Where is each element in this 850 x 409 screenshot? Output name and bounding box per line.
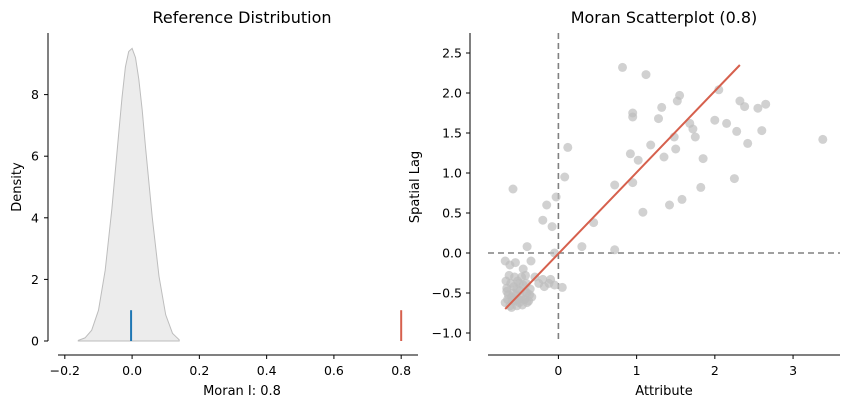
y-tick-label: 1.5 (442, 126, 462, 141)
scatter-point (677, 194, 687, 204)
y-tick-label: 0.0 (442, 246, 462, 261)
scatter-point (525, 290, 534, 300)
x-tick-label: 0.4 (257, 363, 277, 378)
scatter-point (818, 134, 828, 144)
regression-line (504, 64, 741, 310)
scatter-point (510, 258, 520, 268)
scatter-point (638, 207, 648, 217)
y-tick-label: −0.5 (432, 286, 462, 301)
y-tick-label: 8 (31, 87, 39, 102)
y-tick-label: 2.5 (442, 46, 462, 61)
x-tick-label: 3 (789, 363, 797, 378)
x-tick-label: 0.2 (189, 363, 209, 378)
reference-distribution-panel: Reference Distribution 0 2 4 6 8 −0.2 0.0 0.2 0… (10, 8, 418, 399)
scatter-point (618, 62, 627, 72)
right-chart-title: Moran Scatterplot (0.8) (571, 8, 758, 27)
scatter-point (628, 178, 638, 188)
scatter-point (732, 126, 742, 136)
scatter-point (688, 124, 698, 134)
x-tick-label: 0.6 (324, 363, 344, 378)
right-y-ticks: −1.0 −0.5 0.0 0.5 1.0 1.5 2.0 2.5 (432, 46, 470, 341)
density-curve-group (77, 47, 180, 342)
x-tick-label: 0.0 (122, 363, 142, 378)
scatter-point (557, 282, 567, 292)
scatter-point (671, 144, 681, 154)
scatter-point (675, 90, 685, 100)
scatter-point (610, 245, 620, 255)
right-x-ticks: 0 1 2 3 (554, 355, 797, 378)
scatter-point (512, 301, 522, 311)
scatter-point (633, 155, 643, 165)
scatter-point (743, 138, 753, 148)
scatter-point (563, 142, 573, 152)
y-tick-label: 2.0 (442, 86, 462, 101)
scatter-point (753, 103, 763, 113)
y-tick-label: 0 (31, 334, 39, 349)
x-tick-label: −0.2 (50, 363, 80, 378)
scatter-point (551, 192, 561, 202)
y-tick-label: 0.5 (442, 206, 462, 221)
x-tick-label: 0 (554, 363, 562, 378)
moran-scatterplot-panel: Moran Scatterplot (0.8) −1.0 −0.5 0.0 0.5 1.… (408, 8, 840, 399)
scatter-point (646, 140, 656, 150)
scatter-point (729, 174, 739, 184)
scatter-point (550, 248, 559, 258)
scatter-point (546, 274, 556, 284)
scatter-point (665, 200, 674, 210)
scatter-point (526, 256, 536, 266)
reference-lines (488, 33, 840, 341)
right-y-axis-label: Spatial Lag (408, 151, 423, 223)
scatter-point (522, 242, 532, 252)
left-x-ticks: −0.2 0.0 0.2 0.4 0.6 0.8 (50, 355, 411, 378)
scatter-point (577, 242, 587, 252)
scatter-point (508, 184, 518, 194)
y-tick-label: 2 (31, 272, 39, 287)
scatter-point (722, 118, 732, 128)
left-y-axis-label: Density (10, 162, 25, 212)
left-chart-title: Reference Distribution (153, 8, 332, 27)
density-curve (77, 47, 180, 342)
x-tick-label: 0.8 (391, 363, 411, 378)
scatter-point (510, 272, 520, 282)
scatter-point (625, 149, 635, 159)
observed-markers (130, 310, 403, 341)
left-x-axis-label: Moran I: 0.8 (203, 384, 281, 399)
y-tick-label: 6 (31, 149, 39, 164)
scatter-point (654, 114, 663, 124)
x-tick-label: 1 (633, 363, 641, 378)
scatter-point (521, 270, 530, 280)
scatter-point (761, 99, 771, 109)
x-tick-label: 2 (711, 363, 719, 378)
scatter-point (690, 132, 700, 142)
scatter-point (542, 200, 552, 210)
scatter-point (710, 115, 720, 125)
y-tick-label: −1.0 (432, 326, 462, 341)
scatter-point (539, 282, 549, 292)
left-y-ticks: 0 2 4 6 8 (31, 87, 48, 349)
scatter-point (657, 102, 667, 112)
right-x-axis-label: Attribute (635, 384, 692, 399)
y-tick-label: 1.0 (442, 166, 462, 181)
scatter-point (740, 102, 750, 112)
scatter-point (560, 172, 570, 182)
scatter-point (538, 215, 548, 225)
scatter-point (696, 182, 706, 192)
scatter-points (500, 62, 828, 312)
scatter-point (514, 278, 524, 288)
scatter-point (547, 222, 557, 232)
fit-line-group (504, 64, 741, 310)
scatter-point (757, 126, 767, 136)
scatter-point (502, 283, 512, 293)
scatter-point (714, 85, 724, 95)
scatter-point (610, 180, 620, 190)
scatter-point (628, 112, 638, 122)
scatter-point (659, 152, 669, 162)
scatter-point (698, 154, 708, 164)
scatter-point (641, 70, 651, 80)
y-tick-label: 4 (31, 210, 39, 225)
